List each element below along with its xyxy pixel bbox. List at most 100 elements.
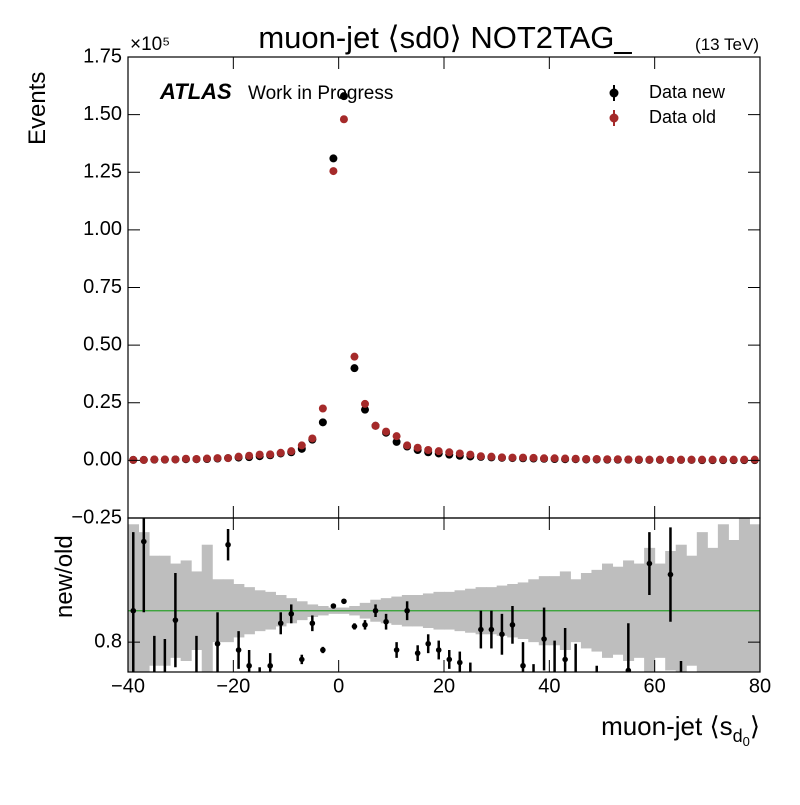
data-point bbox=[318, 404, 327, 413]
uncertainty-band bbox=[675, 544, 687, 672]
ratio-point bbox=[446, 656, 453, 663]
ratio-point bbox=[583, 734, 589, 740]
ratio-point bbox=[162, 683, 168, 689]
data-point bbox=[392, 432, 401, 441]
data-point bbox=[350, 364, 359, 373]
data-point bbox=[308, 434, 317, 443]
data-point bbox=[561, 454, 570, 463]
ratio-point bbox=[362, 622, 368, 628]
ratio-point bbox=[351, 623, 358, 630]
data-point bbox=[529, 453, 538, 462]
ratio-point bbox=[183, 710, 189, 716]
y-tick-label: 1.75 bbox=[83, 45, 122, 67]
data-point bbox=[392, 437, 401, 446]
ratio-point bbox=[330, 603, 337, 609]
ratio-point bbox=[404, 607, 410, 614]
data-point bbox=[424, 446, 433, 455]
legend-marker bbox=[609, 113, 619, 123]
data-point bbox=[497, 453, 506, 462]
data-point bbox=[445, 448, 454, 457]
data-point bbox=[476, 452, 485, 461]
y-tick-label: −0.25 bbox=[71, 506, 122, 528]
y-tick-label: 1.25 bbox=[83, 161, 122, 183]
x-tick-label: 20 bbox=[433, 675, 455, 697]
data-point bbox=[519, 453, 527, 462]
x-tick-label: 0 bbox=[333, 675, 344, 697]
legend-label: Data new bbox=[649, 82, 726, 102]
ratio-point bbox=[257, 677, 263, 683]
data-point bbox=[740, 455, 749, 464]
experiment-label: ATLAS bbox=[159, 79, 232, 104]
y-tick-label: 0.25 bbox=[83, 391, 122, 413]
ratio-point bbox=[309, 620, 316, 627]
data-point bbox=[213, 454, 222, 463]
x-tick-label: −20 bbox=[216, 675, 250, 697]
ratio-point bbox=[204, 718, 210, 724]
uncertainty-band bbox=[201, 544, 213, 672]
ratio-point bbox=[414, 650, 421, 656]
status-label: Work in Progress bbox=[248, 83, 393, 104]
data-point bbox=[171, 455, 180, 464]
data-point bbox=[255, 450, 264, 459]
data-point bbox=[382, 427, 391, 436]
ratio-point bbox=[277, 620, 284, 627]
uncertainty-band bbox=[696, 532, 708, 672]
data-point bbox=[729, 455, 738, 464]
data-point bbox=[329, 167, 338, 176]
data-point bbox=[698, 455, 707, 464]
ratio-point bbox=[225, 541, 231, 548]
ratio-point bbox=[678, 690, 684, 696]
ratio-point bbox=[541, 636, 547, 642]
ratio-point bbox=[383, 618, 389, 625]
x-axis-label-sub: d bbox=[733, 726, 743, 746]
data-point bbox=[708, 455, 717, 464]
x-tick-label: 60 bbox=[644, 675, 666, 697]
data-point bbox=[677, 455, 685, 464]
ratio-point bbox=[299, 656, 305, 663]
ratio-point bbox=[457, 659, 463, 666]
data-point bbox=[571, 454, 580, 463]
y-tick-label: 0.8 bbox=[94, 630, 122, 652]
data-point bbox=[634, 455, 643, 464]
data-point bbox=[687, 455, 696, 464]
data-point bbox=[224, 454, 233, 463]
ratio-point bbox=[214, 640, 221, 647]
uncertainty-band bbox=[644, 547, 656, 672]
data-point bbox=[181, 454, 190, 463]
data-point bbox=[645, 455, 654, 464]
ratio-point bbox=[488, 626, 495, 633]
data-point bbox=[466, 450, 475, 459]
y-tick-label: 1.00 bbox=[83, 218, 122, 240]
data-point bbox=[666, 455, 675, 464]
ratio-point bbox=[520, 662, 526, 669]
ratio-point bbox=[393, 647, 400, 653]
y-multiplier: ×10⁵ bbox=[130, 34, 170, 55]
x-tick-label: 80 bbox=[749, 675, 771, 697]
data-point bbox=[245, 451, 254, 460]
data-point bbox=[592, 454, 601, 463]
ratio-point bbox=[320, 647, 326, 653]
data-point bbox=[371, 421, 380, 430]
ratio-y-axis-label: new/old bbox=[51, 535, 78, 618]
ratio-point bbox=[594, 710, 600, 716]
uncertainty-band bbox=[749, 524, 760, 672]
ratio-point bbox=[288, 611, 295, 617]
main-plot bbox=[129, 92, 759, 465]
data-point bbox=[624, 455, 633, 464]
ratio-point bbox=[667, 571, 674, 578]
ratio-point bbox=[562, 656, 568, 663]
ratio-point bbox=[509, 622, 516, 628]
data-point bbox=[192, 454, 201, 463]
data-point bbox=[329, 154, 338, 163]
x-axis-label-end: ⟩ bbox=[750, 711, 760, 741]
data-point bbox=[613, 455, 622, 464]
data-point bbox=[550, 454, 559, 463]
ratio-point bbox=[130, 607, 137, 614]
ratio-point bbox=[172, 617, 179, 623]
data-point bbox=[139, 455, 148, 464]
legend-marker bbox=[609, 88, 619, 98]
uncertainty-band bbox=[707, 547, 719, 672]
data-point bbox=[339, 92, 348, 101]
uncertainty-band bbox=[738, 518, 750, 672]
